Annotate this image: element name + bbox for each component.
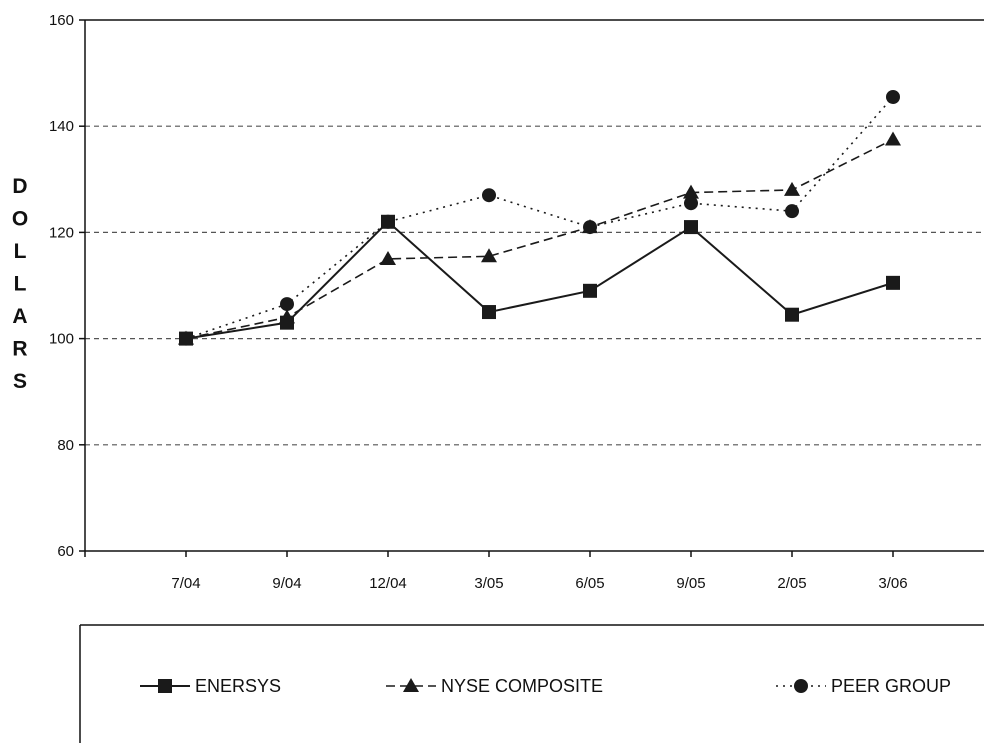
legend-label: ENERSYS (195, 676, 281, 696)
legend-marker (403, 678, 419, 692)
x-tick-label: 9/04 (272, 575, 301, 592)
x-tick-label: 2/05 (777, 575, 806, 592)
x-tick-labels: 7/04 9/04 12/04 3/05 6/05 9/05 2/05 3/06 (84, 551, 908, 592)
legend-item-enersys: ENERSYS (140, 676, 281, 696)
y-tick-label: 160 (49, 12, 74, 29)
data-point-peer-group (280, 297, 294, 312)
data-point-nyse-composite (582, 219, 598, 234)
x-tick-label: 12/04 (369, 575, 407, 592)
y-axis-label-letter: L (14, 240, 27, 263)
data-point-peer-group (684, 196, 698, 211)
data-point-nyse-composite (380, 250, 396, 265)
y-tick-labels: 60 80 100 120 140 160 (49, 12, 85, 560)
data-point-enersys (280, 315, 294, 330)
legend-marker (158, 679, 172, 693)
y-tick-label: 120 (49, 224, 74, 241)
data-point-nyse-composite (683, 184, 699, 199)
legend-item-peer-group: PEER GROUP (776, 676, 951, 696)
legend: ENERSYS NYSE COMPOSITE PEER GROUP (79, 624, 984, 743)
series-layer (178, 89, 901, 346)
series-enersys (179, 214, 900, 346)
data-point-nyse-composite (885, 131, 901, 146)
data-point-peer-group (785, 204, 799, 219)
series-line-enersys (185, 220, 894, 340)
x-tick-label: 3/05 (474, 575, 503, 592)
data-point-enersys (583, 283, 597, 298)
legend-label: PEER GROUP (831, 676, 951, 696)
y-axis-label-letter: A (12, 305, 27, 328)
x-tick-label: 7/04 (171, 575, 200, 592)
y-axis-label-letter: S (13, 370, 27, 393)
data-point-enersys (179, 331, 193, 346)
y-axis-label-letter: L (14, 273, 27, 296)
data-point-peer-group (482, 188, 496, 203)
y-tick-label: 140 (49, 118, 74, 135)
data-point-nyse-composite (481, 248, 497, 263)
y-axis-label-letter: O (12, 208, 28, 231)
series-peer-group (179, 89, 900, 346)
legend-marker (794, 679, 808, 693)
legend-item-nyse-composite: NYSE COMPOSITE (386, 676, 603, 696)
y-tick-label: 100 (49, 331, 74, 348)
x-tick-label: 9/05 (676, 575, 705, 592)
y-axis-label-letter: D (12, 175, 27, 198)
x-tick-label: 3/06 (878, 575, 907, 592)
data-point-enersys (684, 220, 698, 235)
data-point-enersys (381, 214, 395, 229)
data-point-peer-group (886, 89, 900, 104)
data-point-nyse-composite (784, 181, 800, 196)
grid-lines (85, 125, 984, 446)
y-tick-label: 80 (57, 437, 74, 454)
data-point-enersys (886, 275, 900, 290)
x-tick-label: 6/05 (575, 575, 604, 592)
data-point-enersys (482, 305, 496, 320)
y-tick-label: 60 (57, 543, 74, 560)
y-axis-label-letter: R (12, 338, 27, 361)
data-point-enersys (785, 307, 799, 322)
legend-label: NYSE COMPOSITE (441, 676, 603, 696)
series-line-nyse-composite (185, 138, 894, 340)
